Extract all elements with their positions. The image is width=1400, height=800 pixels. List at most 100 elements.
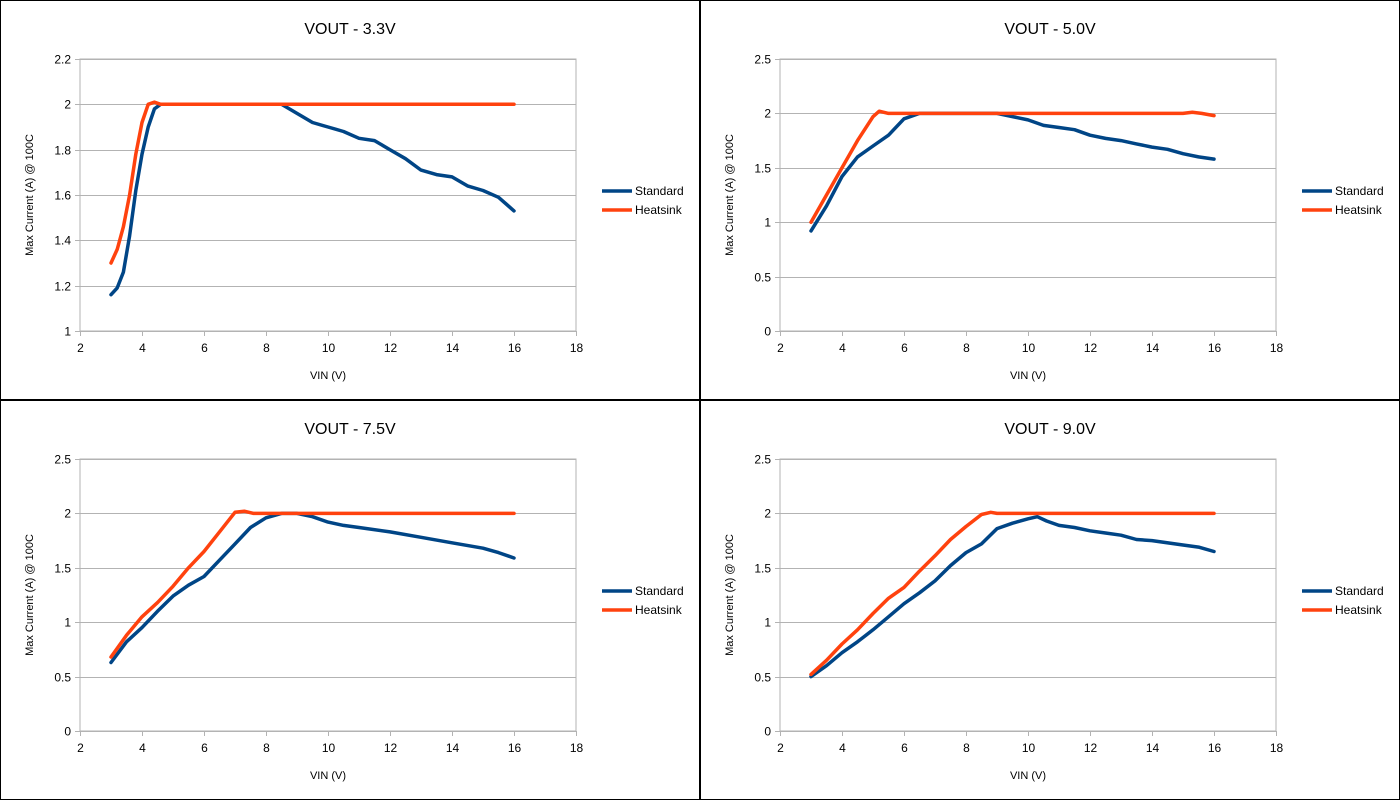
series-line-heatsink: [809, 510, 1216, 677]
chart-svg-vout-7-5v: 0 0.5 1 1.5 2 2.5 2 4 6 8 10 12 14 16 18 VOUT - 7.5V VIN…: [24, 421, 684, 782]
y-tick-label: 2: [764, 507, 771, 521]
y-axis-label: Max Current (A) @ 100C: [24, 534, 36, 656]
x-tick-label: 14: [446, 341, 460, 355]
y-tick-label: 1.2: [54, 280, 71, 294]
x-tick-label: 4: [139, 341, 146, 355]
x-tick-label: 14: [446, 741, 460, 755]
x-tick-label: 16: [1208, 341, 1222, 355]
y-tick-label: 1.5: [54, 562, 71, 576]
x-tick-label: 8: [263, 341, 270, 355]
x-tick-label: 10: [1022, 741, 1036, 755]
legend-label-heatsink: Heatsink: [1335, 603, 1383, 617]
y-tick-label: 2.5: [754, 453, 771, 467]
x-tick-label: 18: [570, 741, 584, 755]
y-tick-label: 0.5: [54, 671, 71, 685]
x-tick-label: 18: [570, 341, 584, 355]
x-tick-label: 10: [1022, 341, 1036, 355]
x-tick-label: 8: [963, 741, 970, 755]
x-tick-label: 6: [901, 341, 908, 355]
y-tick-label: 1.6: [54, 189, 71, 203]
y-tick-label: 1: [764, 216, 771, 230]
chart-title: VOUT - 3.3V: [304, 21, 396, 38]
x-tick-label: 2: [777, 341, 784, 355]
x-tick-label: 6: [201, 341, 208, 355]
legend-label-standard: Standard: [635, 584, 684, 598]
chart-svg-vout-5-0v: 0 0.5 1 1.5 2 2.5 2 4 6 8 10 12 14 16 18 VOUT - 5.0V VIN…: [724, 21, 1384, 382]
series-line-heatsink: [109, 509, 516, 659]
chart-panel-vout-5-0v: 0 0.5 1 1.5 2 2.5 2 4 6 8 10 12 14 16 18 VOUT - 5.0V VIN…: [700, 0, 1400, 400]
x-tick-label: 4: [839, 341, 846, 355]
y-tick-label: 1.5: [754, 162, 771, 176]
x-tick-label: 14: [1146, 741, 1160, 755]
x-tick-label: 2: [77, 741, 84, 755]
x-tick-label: 12: [1084, 341, 1098, 355]
plot-area: [779, 58, 1277, 332]
chart-title: VOUT - 5.0V: [1004, 21, 1096, 38]
chart-svg-vout-3-3v: 1 1.2 1.4 1.6 1.8 2 2.2 2 4 6 8 10 12 14 16 18 VOUT - 3.…: [24, 21, 684, 382]
x-tick-label: 6: [201, 741, 208, 755]
y-tick-label: 0: [764, 325, 771, 339]
series-line-standard: [109, 102, 516, 297]
series-line-heatsink: [809, 109, 1216, 224]
x-tick-label: 8: [963, 341, 970, 355]
y-tick-label: 0: [64, 725, 71, 739]
x-tick-label: 8: [263, 741, 270, 755]
y-tick-label: 1: [64, 616, 71, 630]
chart-title: VOUT - 9.0V: [1004, 421, 1096, 438]
x-tick-label: 12: [1084, 741, 1098, 755]
x-tick-label: 16: [1208, 741, 1222, 755]
legend-label-standard: Standard: [1335, 184, 1384, 198]
y-tick-label: 1.8: [54, 144, 71, 158]
y-tick-label: 2.5: [754, 53, 771, 67]
series-line-standard: [809, 514, 1216, 679]
y-tick-label: 2: [764, 107, 771, 121]
legend-label-heatsink: Heatsink: [1335, 203, 1383, 217]
y-tick-label: 1.5: [754, 562, 771, 576]
y-tick-label: 2.5: [54, 453, 71, 467]
series-line-standard: [809, 111, 1216, 233]
y-tick-label: 2.2: [54, 53, 71, 67]
plot-area: [779, 458, 1277, 732]
y-tick-label: 1: [64, 325, 71, 339]
x-tick-label: 12: [384, 741, 398, 755]
chart-panel-vout-7-5v: 0 0.5 1 1.5 2 2.5 2 4 6 8 10 12 14 16 18 VOUT - 7.5V VIN…: [0, 400, 700, 800]
x-axis-label: VIN (V): [1010, 370, 1046, 382]
y-axis-label: Max Current (A) @ 100C: [24, 134, 36, 256]
x-tick-label: 12: [384, 341, 398, 355]
x-tick-label: 6: [901, 741, 908, 755]
x-tick-label: 16: [508, 341, 522, 355]
x-tick-label: 2: [77, 341, 84, 355]
chart-panel-vout-3-3v: 1 1.2 1.4 1.6 1.8 2 2.2 2 4 6 8 10 12 14 16 18 VOUT - 3.…: [0, 0, 700, 400]
y-axis-label: Max Current (A) @ 100C: [724, 534, 736, 656]
y-tick-label: 1.4: [54, 234, 71, 248]
y-tick-label: 2: [64, 507, 71, 521]
x-tick-label: 4: [839, 741, 846, 755]
legend-label-heatsink: Heatsink: [635, 603, 683, 617]
plot-area: [79, 458, 577, 732]
legend-label-heatsink: Heatsink: [635, 203, 683, 217]
x-axis-label: VIN (V): [310, 370, 346, 382]
chart-title: VOUT - 7.5V: [304, 421, 396, 438]
series-line-heatsink: [109, 100, 516, 265]
x-tick-label: 18: [1270, 341, 1284, 355]
y-tick-label: 0.5: [754, 671, 771, 685]
x-tick-label: 10: [322, 341, 336, 355]
y-tick-label: 0.5: [754, 271, 771, 285]
y-axis-label: Max Current (A) @ 100C: [724, 134, 736, 256]
x-axis-label: VIN (V): [310, 770, 346, 782]
x-tick-label: 14: [1146, 341, 1160, 355]
y-tick-label: 1: [764, 616, 771, 630]
x-tick-label: 10: [322, 741, 336, 755]
x-tick-label: 16: [508, 741, 522, 755]
x-tick-label: 4: [139, 741, 146, 755]
y-tick-label: 0: [764, 725, 771, 739]
x-tick-label: 2: [777, 741, 784, 755]
y-tick-label: 2: [64, 98, 71, 112]
x-tick-label: 18: [1270, 741, 1284, 755]
chart-svg-vout-9-0v: 0 0.5 1 1.5 2 2.5 2 4 6 8 10 12 14 16 18 VOUT - 9.0V VIN…: [724, 421, 1384, 782]
legend-label-standard: Standard: [635, 184, 684, 198]
legend-label-standard: Standard: [1335, 584, 1384, 598]
chart-panel-vout-9-0v: 0 0.5 1 1.5 2 2.5 2 4 6 8 10 12 14 16 18 VOUT - 9.0V VIN…: [700, 400, 1400, 800]
x-axis-label: VIN (V): [1010, 770, 1046, 782]
